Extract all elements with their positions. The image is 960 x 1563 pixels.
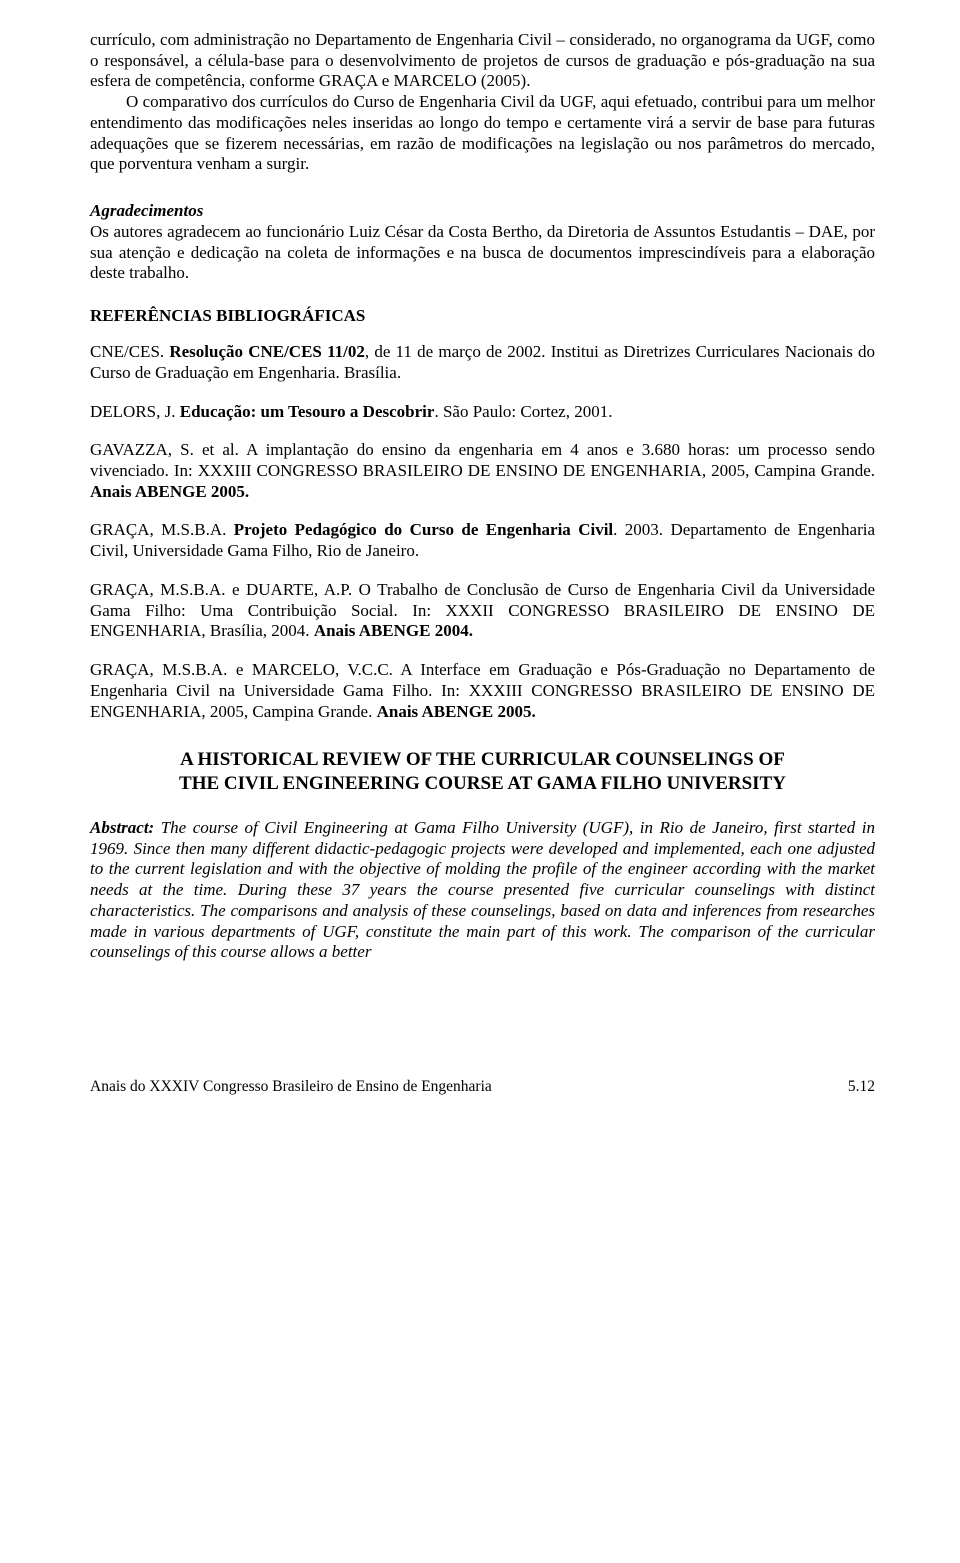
reference-6: GRAÇA, M.S.B.A. e MARCELO, V.C.C. A Inte… [90,660,875,722]
references-heading: REFERÊNCIAS BIBLIOGRÁFICAS [90,306,875,326]
body-paragraph-1: currículo, com administração no Departam… [90,30,875,92]
reference-1: CNE/CES. Resolução CNE/CES 11/02, de 11 … [90,342,875,383]
ref-title: Educação: um Tesouro a Descobrir [180,402,435,421]
ref-title: Anais ABENGE 2005. [90,482,249,501]
ref-text: DELORS, J. [90,402,180,421]
ref-title: Anais ABENGE 2004. [314,621,473,640]
reference-2: DELORS, J. Educação: um Tesouro a Descob… [90,402,875,423]
ref-title: Projeto Pedagógico do Curso de Engenhari… [234,520,613,539]
reference-5: GRAÇA, M.S.B.A. e DUARTE, A.P. O Trabalh… [90,580,875,642]
ack-text: Os autores agradecem ao funcionário Luiz… [90,222,875,282]
title-line-2: THE CIVIL ENGINEERING COURSE AT GAMA FIL… [179,773,786,794]
acknowledgements: Agradecimentos Os autores agradecem ao f… [90,201,875,284]
footer-left: Anais do XXXIV Congresso Brasileiro de E… [90,1078,492,1096]
body-paragraph-2: O comparativo dos currículos do Curso de… [90,92,875,175]
ref-text: GAVAZZA, S. et al. A implantação do ensi… [90,440,875,480]
ref-text: GRAÇA, M.S.B.A. [90,520,234,539]
abstract-label: Abstract: [90,818,154,837]
english-title: A HISTORICAL REVIEW OF THE CURRICULAR CO… [90,748,875,796]
ref-title: Resolução CNE/CES 11/02 [169,342,365,361]
footer-page-number: 5.12 [848,1078,875,1096]
ref-text: GRAÇA, M.S.B.A. e DUARTE, A.P. O Trabalh… [90,580,875,640]
ack-heading: Agradecimentos [90,201,203,220]
reference-4: GRAÇA, M.S.B.A. Projeto Pedagógico do Cu… [90,520,875,561]
title-line-1: A HISTORICAL REVIEW OF THE CURRICULAR CO… [180,749,785,770]
ref-title: Anais ABENGE 2005. [377,702,536,721]
ref-text: . São Paulo: Cortez, 2001. [434,402,612,421]
reference-3: GAVAZZA, S. et al. A implantação do ensi… [90,440,875,502]
page-footer: Anais do XXXIV Congresso Brasileiro de E… [90,1078,875,1096]
ref-text: CNE/CES. [90,342,169,361]
document-page: currículo, com administração no Departam… [0,0,960,1126]
abstract: Abstract: The course of Civil Engineerin… [90,818,875,963]
abstract-text: The course of Civil Engineering at Gama … [90,818,875,961]
